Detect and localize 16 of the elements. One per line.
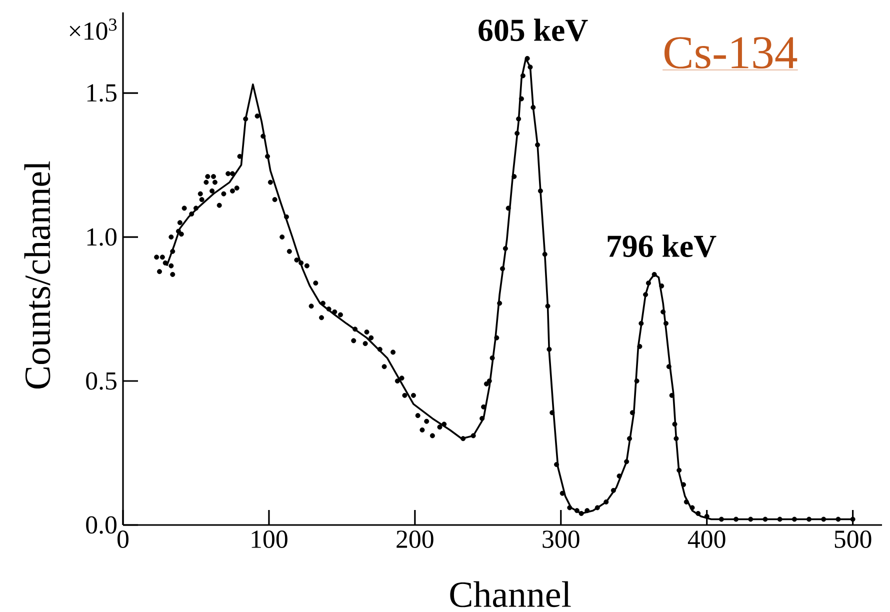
annotation: 796 keV: [608, 234, 716, 258]
x-tick-label: 0: [118, 530, 128, 548]
text: ×10$^{3}$: [70, 18, 117, 40]
chart-title: Cs-134: [664, 37, 798, 69]
x-tick-label: 300: [542, 530, 580, 548]
x-axis-title: Channel: [450, 581, 571, 608]
y-tick-label: 0.5: [86, 372, 116, 390]
y-tick-label: 0.0: [86, 516, 116, 534]
x-tick-label: 100: [252, 530, 288, 548]
y-axis-title: Counts/channel: [24, 161, 50, 389]
y-tick-label: 1.5: [87, 84, 116, 102]
annotation: 605 keV: [478, 18, 588, 42]
y-tick-label: 1.0: [87, 228, 116, 246]
x-tick-label: 500: [834, 530, 872, 548]
x-tick-label: 400: [688, 530, 726, 548]
x-tick-label: 200: [396, 530, 434, 548]
